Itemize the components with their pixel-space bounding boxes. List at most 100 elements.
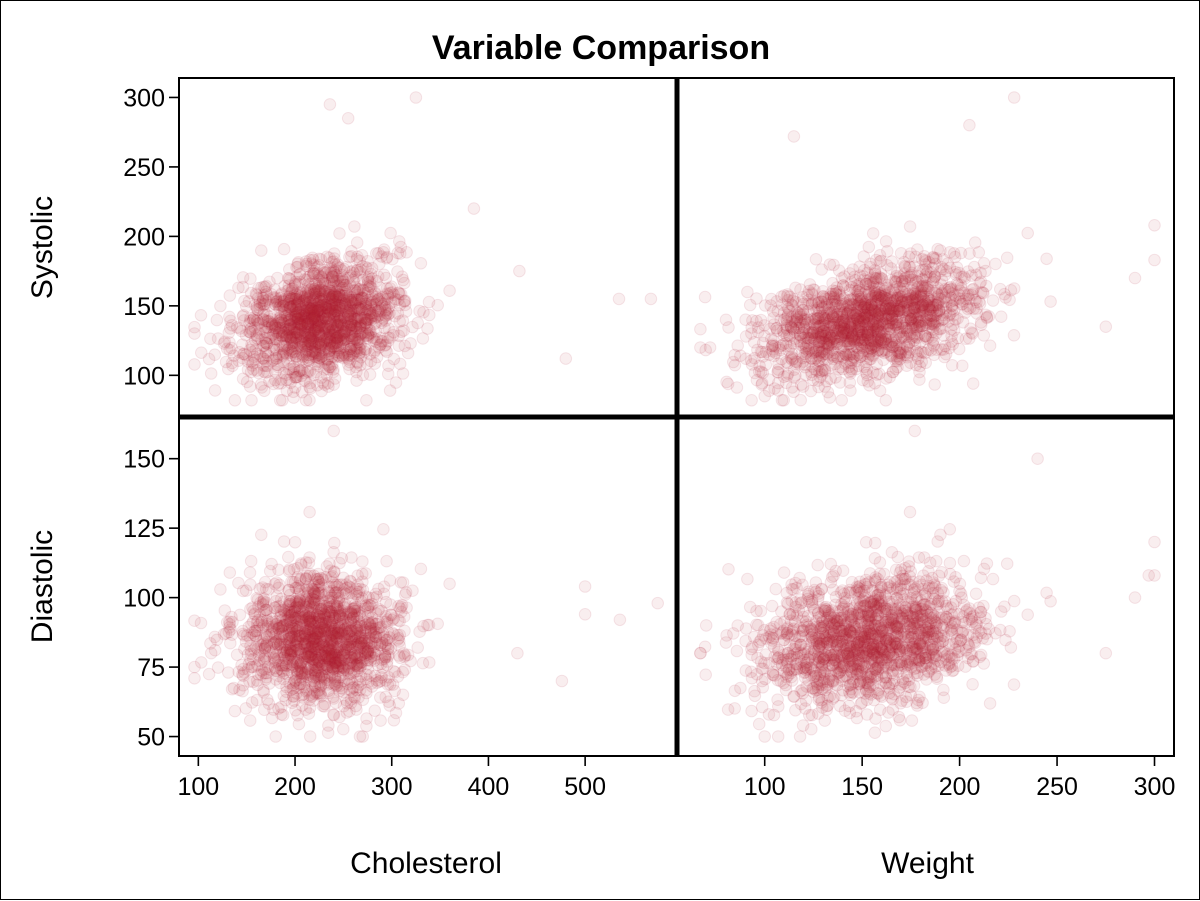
data-point — [344, 269, 357, 282]
data-point — [188, 327, 201, 340]
data-point — [381, 678, 395, 691]
data-point — [373, 257, 386, 271]
data-point — [423, 308, 436, 322]
data-point — [298, 373, 311, 387]
data-point — [274, 313, 288, 327]
data-point — [855, 308, 868, 322]
data-point — [513, 264, 526, 278]
data-point — [255, 381, 269, 394]
data-point — [219, 627, 233, 640]
data-point — [345, 551, 358, 564]
data-point — [381, 331, 395, 344]
data-point — [284, 300, 297, 314]
data-point — [237, 314, 251, 327]
data-point — [306, 334, 319, 348]
data-point — [913, 359, 927, 373]
data-point — [194, 309, 208, 322]
data-point — [325, 640, 338, 653]
data-point — [257, 351, 270, 365]
data-point — [397, 610, 411, 624]
data-point — [333, 309, 346, 323]
data-point — [931, 315, 945, 328]
data-point — [288, 279, 302, 292]
data-point — [254, 528, 268, 542]
data-point — [805, 287, 819, 300]
data-point — [352, 309, 366, 323]
data-point — [335, 348, 349, 362]
data-point — [950, 261, 964, 274]
data-point — [328, 295, 342, 309]
data-point — [274, 291, 287, 305]
data-point — [251, 303, 264, 316]
data-point — [289, 350, 303, 363]
data-point — [369, 287, 382, 301]
data-point — [612, 292, 626, 306]
data-point — [809, 252, 823, 266]
data-point — [341, 307, 355, 321]
data-point — [315, 270, 328, 284]
data-point — [288, 339, 301, 352]
data-point — [310, 304, 324, 318]
data-point — [644, 292, 658, 306]
panel-weight-vs-diastolic — [677, 417, 1174, 756]
data-point — [211, 661, 225, 674]
data-point — [963, 118, 976, 132]
data-point — [901, 349, 915, 362]
data-point — [694, 341, 707, 354]
data-point — [307, 258, 321, 272]
data-point — [337, 722, 350, 736]
data-point — [977, 329, 991, 342]
data-point — [334, 681, 348, 695]
data-point — [312, 321, 326, 334]
data-point — [275, 620, 289, 633]
data-point — [698, 290, 712, 304]
data-point — [375, 297, 389, 311]
data-point — [307, 265, 321, 278]
data-point — [295, 363, 309, 377]
data-point — [353, 254, 367, 268]
panels-layer — [179, 78, 1174, 756]
data-point — [363, 368, 377, 381]
data-point — [244, 286, 258, 300]
data-point — [844, 367, 857, 380]
data-point — [953, 288, 966, 302]
data-point — [313, 284, 326, 298]
data-point — [974, 316, 988, 329]
data-point — [265, 711, 279, 725]
data-point — [578, 580, 592, 593]
data-point — [345, 315, 359, 329]
data-point — [237, 309, 250, 322]
data-point — [758, 389, 772, 403]
data-point — [282, 290, 296, 304]
data-point — [292, 717, 306, 731]
data-point — [204, 332, 217, 346]
data-point — [305, 277, 318, 291]
data-point — [559, 352, 573, 365]
data-point — [260, 287, 273, 301]
data-point — [306, 624, 320, 638]
data-point — [296, 290, 309, 304]
data-point — [306, 600, 319, 614]
data-point — [922, 255, 936, 269]
data-point — [307, 295, 320, 308]
data-point — [188, 660, 201, 674]
data-point — [1099, 320, 1113, 334]
data-point — [330, 331, 344, 344]
data-point — [957, 554, 971, 568]
data-point — [368, 286, 382, 299]
data-point — [302, 348, 316, 362]
data-point — [283, 272, 297, 286]
data-point — [370, 590, 383, 604]
data-point — [346, 330, 360, 343]
data-point — [379, 300, 392, 314]
data-point — [327, 708, 341, 722]
data-point — [387, 288, 401, 302]
data-point — [816, 324, 830, 338]
data-point — [328, 372, 342, 385]
data-point — [393, 235, 406, 248]
data-point — [360, 394, 373, 407]
data-point — [417, 619, 430, 633]
data-point — [816, 290, 830, 304]
data-point — [350, 324, 363, 338]
data-point — [295, 558, 308, 572]
